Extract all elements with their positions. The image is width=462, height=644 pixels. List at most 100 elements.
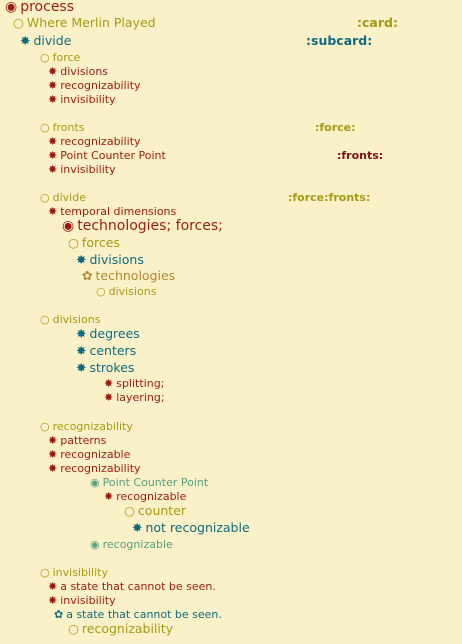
circle-icon: ○ <box>96 285 106 298</box>
circle-icon: ○ <box>68 621 79 636</box>
list-item[interactable]: ✸ recognizable <box>48 449 130 460</box>
list-item-text: Point Counter Point <box>60 149 166 162</box>
outline-heading-recognizability[interactable]: ○ recognizability <box>40 421 133 432</box>
outline-heading-degrees[interactable]: ✸ degrees <box>76 326 140 341</box>
star-icon: ✸ <box>48 205 58 218</box>
list-item-text: invisibility <box>60 163 116 176</box>
tag-fronts: :fronts: <box>337 149 384 162</box>
list-item-text: recognizability <box>60 135 141 148</box>
tag-force: :force: <box>315 121 356 134</box>
star-icon: ✸ <box>20 33 31 48</box>
bullseye-icon: ◉ <box>5 0 18 15</box>
outline-heading-divide-sub[interactable]: ○ divide <box>40 192 86 203</box>
star-icon: ✸ <box>48 580 58 593</box>
list-item[interactable]: ✸ invisibility <box>48 164 116 175</box>
outline-heading-invisibility[interactable]: ○ invisibility <box>40 567 108 578</box>
heading-text: strokes <box>89 360 135 375</box>
tag-card: :card: <box>357 15 398 30</box>
list-item[interactable]: ✸ recognizability <box>48 136 141 147</box>
outline-heading-divisions-group[interactable]: ○ divisions <box>40 314 100 325</box>
star-icon: ✸ <box>76 326 87 341</box>
heading-text: process <box>20 0 75 15</box>
list-item[interactable]: ✸ recognizability <box>48 463 141 474</box>
star-icon: ✸ <box>48 462 58 475</box>
flower-icon: ✿ <box>82 268 93 283</box>
heading-text: force <box>52 51 81 64</box>
outline-heading-not-recognizable[interactable]: ✸ not recognizable <box>132 520 250 535</box>
list-item[interactable]: ✸ layering; <box>104 392 165 403</box>
outline-heading-where-merlin-played[interactable]: ○ Where Merlin Played <box>13 15 156 30</box>
list-item-text: invisibility <box>60 594 116 607</box>
heading-text: divisions <box>89 252 144 267</box>
heading-text: fronts <box>52 121 85 134</box>
outline-heading-counter[interactable]: ○ counter <box>124 503 186 518</box>
list-item[interactable]: ✸ Point Counter Point <box>48 150 166 161</box>
outline-heading-process[interactable]: ◉ process <box>5 0 74 14</box>
star-icon: ✸ <box>104 490 114 503</box>
bullseye-icon: ◉ <box>90 538 100 551</box>
star-icon: ✸ <box>48 135 58 148</box>
outline-heading-force[interactable]: ○ force <box>40 52 80 63</box>
outline-heading-fronts[interactable]: ○ fronts <box>40 122 85 133</box>
heading-text: centers <box>89 343 137 358</box>
heading-text: forces <box>81 235 120 250</box>
star-icon: ✸ <box>76 360 87 375</box>
heading-text: divisions <box>52 313 101 326</box>
heading-text: divisions <box>108 285 157 298</box>
outline-heading-divide[interactable]: ✸ divide <box>20 33 71 48</box>
list-item[interactable]: ✸ temporal dimensions <box>48 206 176 217</box>
outline-heading-a-state-that-cannot-be-seen[interactable]: ✿ a state that cannot be seen. <box>54 609 222 620</box>
star-icon: ✸ <box>48 434 58 447</box>
outline-heading-recognizable[interactable]: ◉ recognizable <box>90 539 173 550</box>
heading-text: technologies <box>95 268 176 283</box>
star-icon: ✸ <box>76 252 87 267</box>
circle-icon: ○ <box>40 121 50 134</box>
heading-text: divide <box>52 191 86 204</box>
list-item[interactable]: ✸ invisibility <box>48 595 116 606</box>
star-icon: ✸ <box>48 79 58 92</box>
flower-icon: ✿ <box>54 608 64 621</box>
outline-heading-divisions[interactable]: ✸ divisions <box>76 252 144 267</box>
circle-icon: ○ <box>13 15 24 30</box>
heading-text: recognizability <box>52 420 133 433</box>
star-icon: ✸ <box>48 93 58 106</box>
bullseye-icon: ◉ <box>62 218 75 234</box>
star-icon: ✸ <box>132 520 143 535</box>
heading-text: Point Counter Point <box>102 476 209 489</box>
list-item-text: recognizability <box>60 79 141 92</box>
list-item-text: recognizability <box>60 462 141 475</box>
list-item[interactable]: ✸ a state that cannot be seen. <box>48 581 216 592</box>
heading-text: recognizability <box>81 621 174 636</box>
circle-icon: ○ <box>40 420 50 433</box>
outline-heading-technologies-forces[interactable]: ◉ technologies; forces; <box>62 219 223 233</box>
outline-heading-divisions-leaf[interactable]: ○ divisions <box>96 286 156 297</box>
list-item[interactable]: ✸ invisibility <box>48 94 116 105</box>
list-item-text: patterns <box>60 434 107 447</box>
heading-text: invisibility <box>52 566 108 579</box>
list-item[interactable]: ✸ patterns <box>48 435 106 446</box>
heading-text: degrees <box>89 326 140 341</box>
outline-heading-recognizability-leaf[interactable]: ○ recognizability <box>68 621 174 636</box>
list-item-text: splitting; <box>116 377 165 390</box>
list-item[interactable]: ✸ splitting; <box>104 378 164 389</box>
heading-text: a state that cannot be seen. <box>66 608 222 621</box>
list-item[interactable]: ✸ recognizable <box>104 491 186 502</box>
circle-icon: ○ <box>40 566 50 579</box>
star-icon: ✸ <box>48 594 58 607</box>
heading-text: technologies; forces; <box>77 218 223 234</box>
star-icon: ✸ <box>76 343 87 358</box>
circle-icon: ○ <box>40 191 50 204</box>
star-icon: ✸ <box>48 448 58 461</box>
outline-heading-centers[interactable]: ✸ centers <box>76 343 137 358</box>
heading-text: not recognizable <box>145 520 250 535</box>
outline-heading-technologies[interactable]: ✿ technologies <box>82 268 176 283</box>
list-item[interactable]: ✸ divisions <box>48 66 108 77</box>
list-item-text: recognizable <box>60 448 131 461</box>
circle-icon: ○ <box>124 503 135 518</box>
outline-heading-point-counter-point[interactable]: ◉ Point Counter Point <box>90 477 208 488</box>
outline-heading-forces[interactable]: ○ forces <box>68 235 120 250</box>
outline-heading-strokes[interactable]: ✸ strokes <box>76 360 135 375</box>
list-item[interactable]: ✸ recognizability <box>48 80 141 91</box>
star-icon: ✸ <box>48 65 58 78</box>
star-icon: ✸ <box>104 377 114 390</box>
